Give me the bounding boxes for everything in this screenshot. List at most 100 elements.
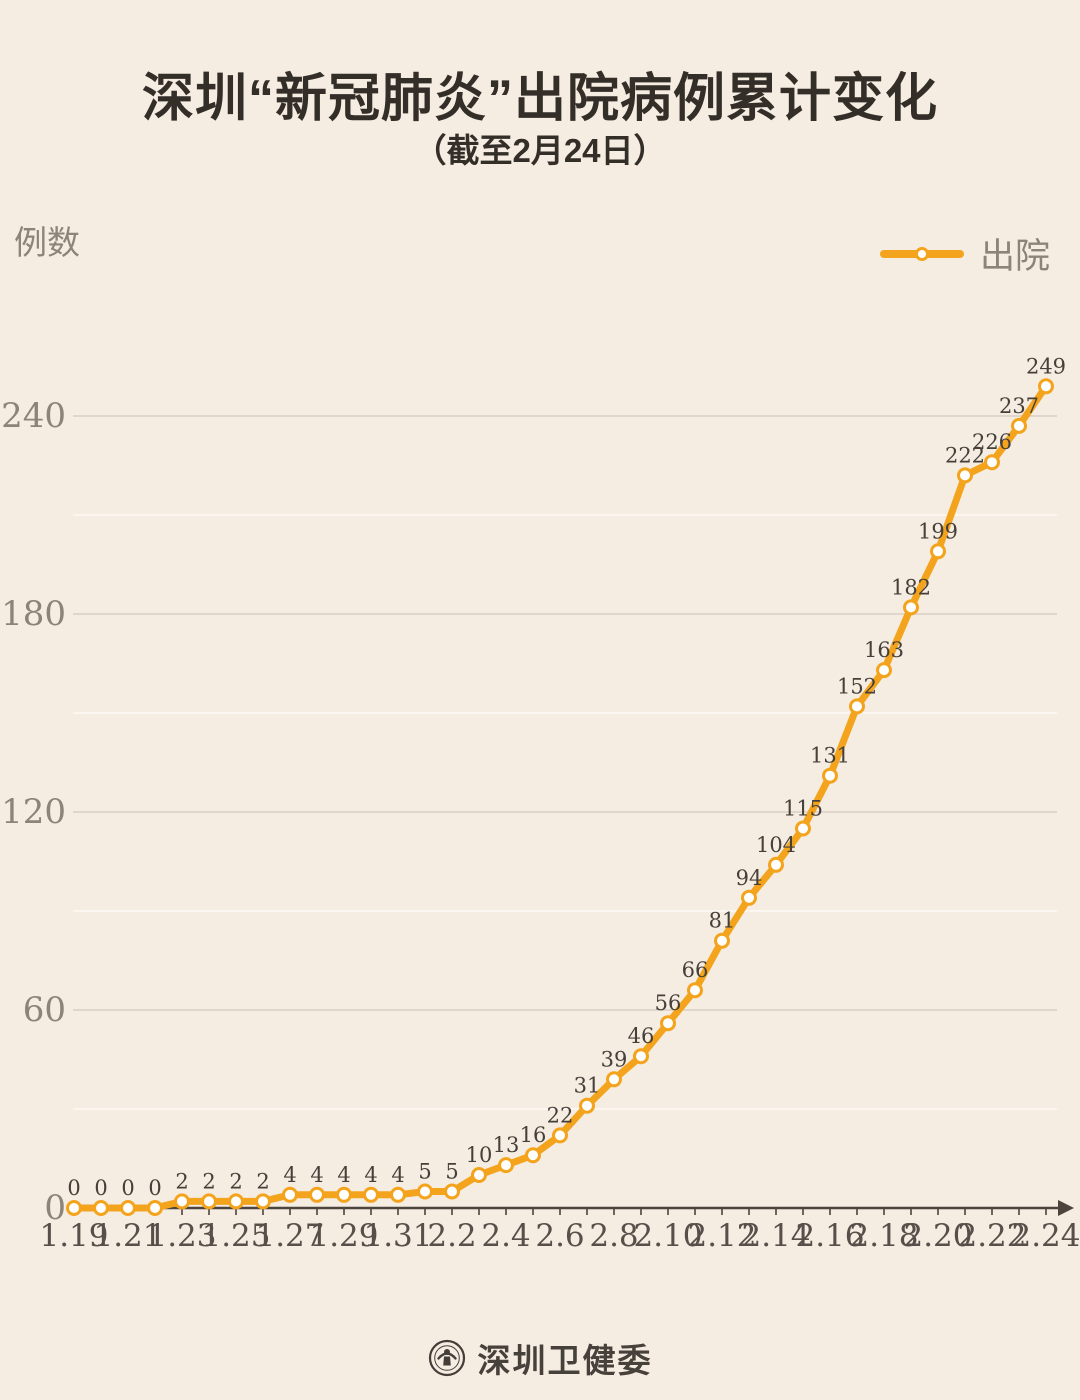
data-point-label: 16 — [520, 1123, 547, 1147]
data-point — [660, 1015, 676, 1032]
data-point — [66, 1200, 82, 1216]
data-point — [795, 820, 811, 837]
data-point — [120, 1200, 136, 1216]
data-point — [525, 1147, 541, 1164]
y-axis-tick-label: 0 — [44, 1188, 66, 1228]
legend-line-marker-icon — [880, 246, 964, 261]
x-axis-tick-label: 1.29 — [309, 1218, 378, 1254]
data-point-label: 4 — [283, 1163, 296, 1187]
data-point-label: 104 — [756, 833, 796, 857]
x-axis-tick-label: 1.23 — [147, 1218, 216, 1254]
x-axis-tick-label: 2.6 — [535, 1218, 584, 1254]
data-point — [903, 599, 919, 616]
data-point — [633, 1048, 649, 1065]
data-point-label: 4 — [391, 1163, 404, 1187]
x-axis-tick-label: 2.20 — [903, 1218, 972, 1254]
data-point-label: 31 — [574, 1074, 601, 1098]
data-point — [822, 767, 838, 784]
data-point-label: 237 — [999, 394, 1039, 418]
data-point — [282, 1186, 298, 1203]
legend-label: 出院 — [980, 237, 1051, 276]
data-point — [1038, 378, 1054, 395]
data-point-label: 2 — [175, 1169, 188, 1193]
data-point-label: 10 — [466, 1143, 493, 1167]
data-point — [849, 698, 865, 715]
footer-org-name: 深圳卫健委 — [477, 1342, 653, 1379]
x-axis-arrow-icon — [1058, 1200, 1074, 1216]
data-point — [930, 543, 946, 560]
x-axis-tick-label: 1.27 — [255, 1218, 324, 1254]
data-point-label: 46 — [628, 1024, 655, 1048]
x-axis-tick-label: 2.24 — [1011, 1218, 1080, 1254]
data-point-label: 4 — [364, 1163, 377, 1187]
x-axis-tick-label: 1.25 — [201, 1218, 270, 1254]
data-point — [984, 454, 1000, 471]
x-axis-tick-label: 2.10 — [633, 1218, 702, 1254]
data-point-label: 152 — [837, 674, 877, 698]
data-point — [444, 1183, 460, 1200]
data-point — [471, 1167, 487, 1183]
data-point — [336, 1186, 352, 1203]
x-axis-tick-label: 1.19 — [39, 1218, 108, 1254]
data-point — [390, 1186, 406, 1203]
data-point — [363, 1186, 379, 1203]
data-point-label: 4 — [337, 1163, 350, 1187]
data-point-label: 0 — [121, 1176, 134, 1200]
data-point-label: 249 — [1026, 354, 1066, 378]
data-point-label: 182 — [891, 575, 931, 599]
data-point-label: 81 — [709, 909, 736, 933]
data-point — [957, 467, 973, 484]
data-point — [606, 1071, 622, 1088]
y-axis-tick-label: 240 — [1, 396, 66, 436]
data-point-label: 2 — [202, 1169, 215, 1193]
data-point-label: 22 — [547, 1103, 574, 1127]
data-point — [552, 1127, 568, 1144]
data-point-label: 2 — [229, 1169, 242, 1193]
legend: 出院 — [880, 228, 1050, 279]
data-point — [417, 1183, 433, 1200]
data-point — [1011, 417, 1027, 434]
x-axis-tick-label: 2.18 — [849, 1218, 918, 1254]
data-point — [579, 1097, 595, 1114]
data-point-label: 222 — [945, 443, 985, 467]
footer: 深圳卫健委 — [0, 1334, 1080, 1382]
data-point-label: 66 — [682, 958, 709, 982]
x-axis-tick-label: 1.31 — [363, 1218, 432, 1254]
x-axis-tick-label: 2.2 — [427, 1218, 476, 1254]
data-point-label: 5 — [445, 1160, 458, 1184]
data-point — [93, 1200, 109, 1216]
x-axis-tick-label: 2.14 — [741, 1218, 810, 1254]
data-point — [309, 1186, 325, 1203]
x-axis-tick-label: 2.22 — [957, 1218, 1026, 1254]
data-point — [174, 1193, 190, 1210]
data-point-label: 0 — [67, 1176, 80, 1200]
x-axis-tick-label: 2.4 — [481, 1218, 530, 1254]
data-point — [741, 889, 757, 906]
x-axis-tick-label: 2.16 — [795, 1218, 864, 1254]
y-axis-tick-label: 60 — [23, 990, 66, 1030]
data-point-label: 0 — [148, 1176, 161, 1200]
data-point — [201, 1193, 217, 1210]
y-axis-tick-label: 120 — [1, 792, 66, 832]
x-axis-tick-label: 1.21 — [93, 1218, 162, 1254]
data-point-label: 131 — [810, 744, 850, 768]
x-axis-tick-label: 2.8 — [589, 1218, 638, 1254]
data-point-label: 0 — [94, 1176, 107, 1200]
data-point-label: 5 — [418, 1160, 431, 1184]
data-point — [228, 1193, 244, 1210]
y-axis-tick-label: 180 — [1, 594, 66, 634]
data-point-label: 226 — [972, 430, 1012, 454]
data-point-label: 2 — [256, 1169, 269, 1193]
data-point-label: 199 — [918, 519, 958, 543]
data-point-label: 4 — [310, 1163, 323, 1187]
x-axis-tick-label: 2.12 — [687, 1218, 756, 1254]
data-point — [147, 1200, 163, 1216]
data-point-label: 115 — [783, 797, 823, 821]
data-point-label: 39 — [601, 1047, 628, 1071]
data-point-label: 13 — [493, 1133, 520, 1157]
chart-title: 深圳“新冠肺炎”出院病例累计变化 — [141, 70, 938, 128]
data-point — [768, 856, 784, 873]
data-point-label: 56 — [655, 991, 682, 1015]
data-point-label: 94 — [736, 866, 763, 890]
